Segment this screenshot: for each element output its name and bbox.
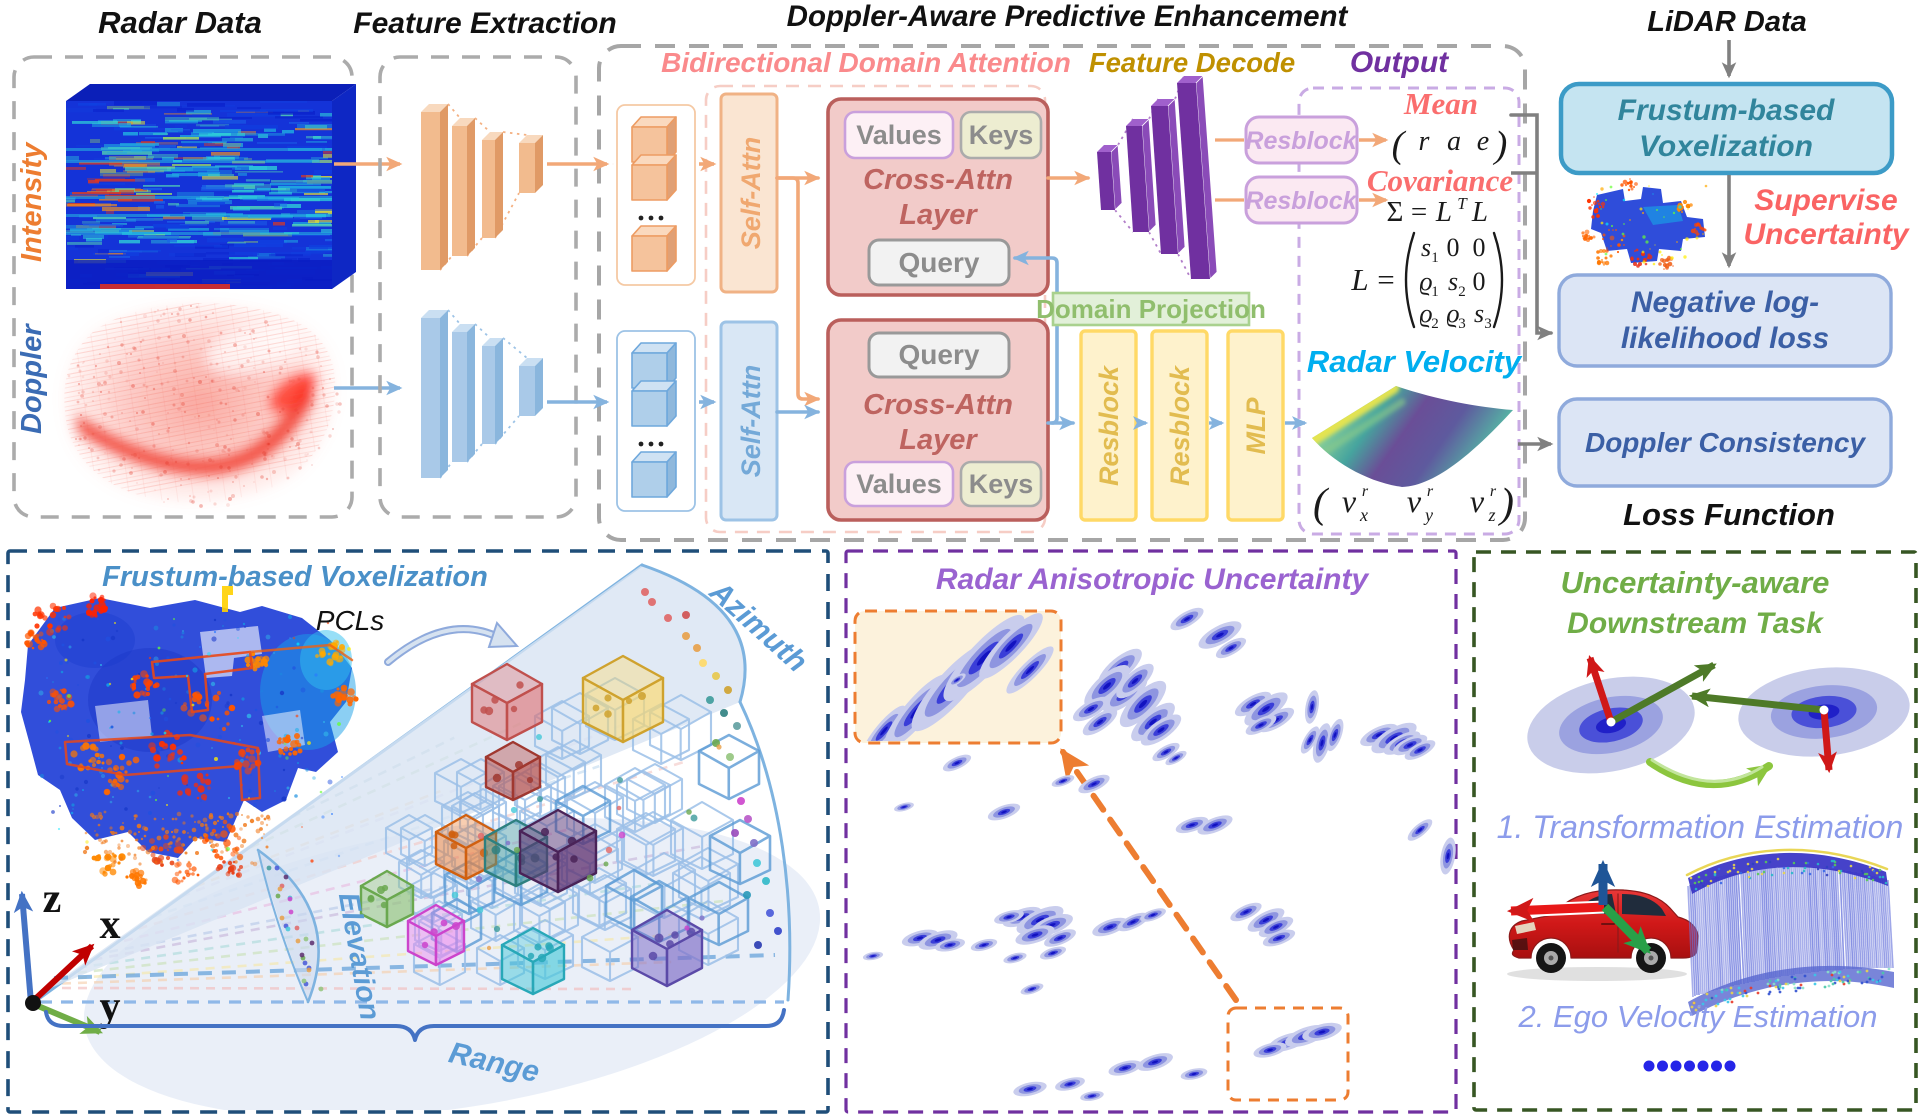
svg-text:Radar Anisotropic Uncertainty: Radar Anisotropic Uncertainty — [936, 563, 1370, 596]
svg-text:z: z — [43, 876, 62, 922]
svg-text:Downstream Task: Downstream Task — [1567, 607, 1824, 640]
svg-text:): ) — [1493, 124, 1508, 166]
svg-text:Keys: Keys — [969, 120, 1034, 150]
svg-text:Intensity: Intensity — [16, 141, 48, 262]
svg-text:ϱ: ϱ — [1419, 299, 1432, 328]
svg-text:Voxelization: Voxelization — [1639, 130, 1813, 163]
svg-text:2. Ego Velocity Estimation: 2. Ego Velocity Estimation — [1518, 999, 1878, 1034]
svg-text:ϱ: ϱ — [1419, 267, 1432, 296]
svg-text:=: = — [1411, 196, 1427, 228]
svg-text:Resblock: Resblock — [1245, 127, 1357, 155]
svg-text:y: y — [100, 984, 121, 1030]
svg-text:T: T — [1457, 194, 1468, 213]
svg-text:Query: Query — [899, 339, 980, 370]
svg-text:3: 3 — [1484, 316, 1492, 332]
svg-text:0: 0 — [1473, 267, 1486, 296]
svg-text:(: ( — [1392, 124, 1407, 166]
svg-text:L: L — [1350, 262, 1368, 297]
svg-text:(: ( — [1313, 481, 1330, 527]
svg-text:Cross-Attn: Cross-Attn — [863, 164, 1013, 196]
svg-text:s: s — [1474, 299, 1484, 328]
svg-text:Doppler-Aware Predictive Enhan: Doppler-Aware Predictive Enhancement — [787, 0, 1349, 33]
svg-text:Frustum-based Voxelization: Frustum-based Voxelization — [102, 561, 488, 593]
svg-text:Values: Values — [856, 469, 942, 499]
svg-text:3: 3 — [1458, 316, 1466, 332]
svg-text:s: s — [1421, 233, 1431, 262]
svg-text:Keys: Keys — [969, 469, 1034, 499]
svg-text:1: 1 — [1431, 284, 1439, 300]
svg-text:e: e — [1477, 126, 1489, 157]
svg-text:z: z — [1487, 505, 1495, 525]
svg-text:Layer: Layer — [899, 424, 978, 456]
svg-text:Layer: Layer — [899, 199, 978, 231]
svg-text:0: 0 — [1447, 233, 1460, 262]
svg-text:Uncertainty-aware: Uncertainty-aware — [1561, 565, 1830, 600]
svg-text:ϱ: ϱ — [1446, 299, 1459, 328]
svg-text:v: v — [1407, 483, 1422, 519]
svg-text:Covariance: Covariance — [1367, 163, 1514, 198]
svg-text:Self-Attn: Self-Attn — [736, 365, 766, 477]
svg-text:Self-Attn: Self-Attn — [736, 137, 766, 249]
svg-text:r: r — [1419, 126, 1430, 157]
svg-text:MLP: MLP — [1241, 397, 1271, 455]
svg-text:r: r — [1427, 483, 1434, 500]
svg-text:Domain Projection: Domain Projection — [1036, 294, 1266, 324]
svg-text:x: x — [100, 902, 121, 948]
svg-text:0: 0 — [1473, 233, 1486, 262]
svg-text:Feature Decode: Feature Decode — [1089, 47, 1295, 78]
svg-text:a: a — [1447, 126, 1461, 157]
svg-text:Σ: Σ — [1387, 196, 1404, 228]
svg-text:r: r — [1490, 483, 1497, 500]
svg-text:Resblock: Resblock — [1245, 187, 1357, 215]
svg-text:PCLs: PCLs — [316, 605, 384, 636]
svg-text:Loss Function: Loss Function — [1623, 497, 1835, 532]
svg-text:Query: Query — [899, 247, 980, 278]
svg-text:Output: Output — [1350, 46, 1450, 79]
svg-text:Radar Data: Radar Data — [98, 5, 262, 40]
svg-text:s: s — [1448, 267, 1458, 296]
svg-text:2: 2 — [1431, 316, 1439, 332]
svg-text:2: 2 — [1458, 284, 1466, 300]
svg-text:r: r — [1362, 483, 1369, 500]
svg-text:v: v — [1470, 483, 1485, 519]
svg-text:Mean: Mean — [1403, 86, 1478, 121]
svg-text:1: 1 — [1431, 250, 1439, 266]
svg-text:y: y — [1423, 505, 1433, 525]
svg-text:Radar Velocity: Radar Velocity — [1307, 344, 1523, 379]
svg-text:Resblock: Resblock — [1165, 364, 1195, 486]
svg-text:Negative log-: Negative log- — [1631, 286, 1819, 319]
svg-text:Doppler Consistency: Doppler Consistency — [1585, 427, 1866, 458]
svg-text:=: = — [1377, 262, 1394, 297]
svg-text:Supervise: Supervise — [1754, 184, 1897, 217]
svg-text:L: L — [1435, 196, 1452, 228]
svg-text:Values: Values — [856, 120, 942, 150]
svg-text:Bidirectional Domain Attention: Bidirectional Domain Attention — [661, 47, 1071, 78]
svg-text:v: v — [1342, 483, 1357, 519]
svg-text:Doppler: Doppler — [16, 323, 48, 434]
svg-text:1. Transformation Estimation: 1. Transformation Estimation — [1497, 809, 1904, 845]
svg-text:): ) — [1498, 481, 1514, 527]
svg-text:LiDAR Data: LiDAR Data — [1647, 6, 1807, 38]
svg-text:Resblock: Resblock — [1094, 364, 1124, 486]
svg-text:L: L — [1471, 196, 1488, 228]
svg-text:Uncertainty: Uncertainty — [1743, 218, 1909, 251]
svg-text:Cross-Attn: Cross-Attn — [863, 389, 1013, 421]
svg-text:likelihood loss: likelihood loss — [1621, 322, 1829, 355]
svg-text:Frustum-based: Frustum-based — [1618, 94, 1835, 127]
svg-text:x: x — [1359, 505, 1368, 525]
svg-text:Feature Extraction: Feature Extraction — [353, 7, 616, 40]
